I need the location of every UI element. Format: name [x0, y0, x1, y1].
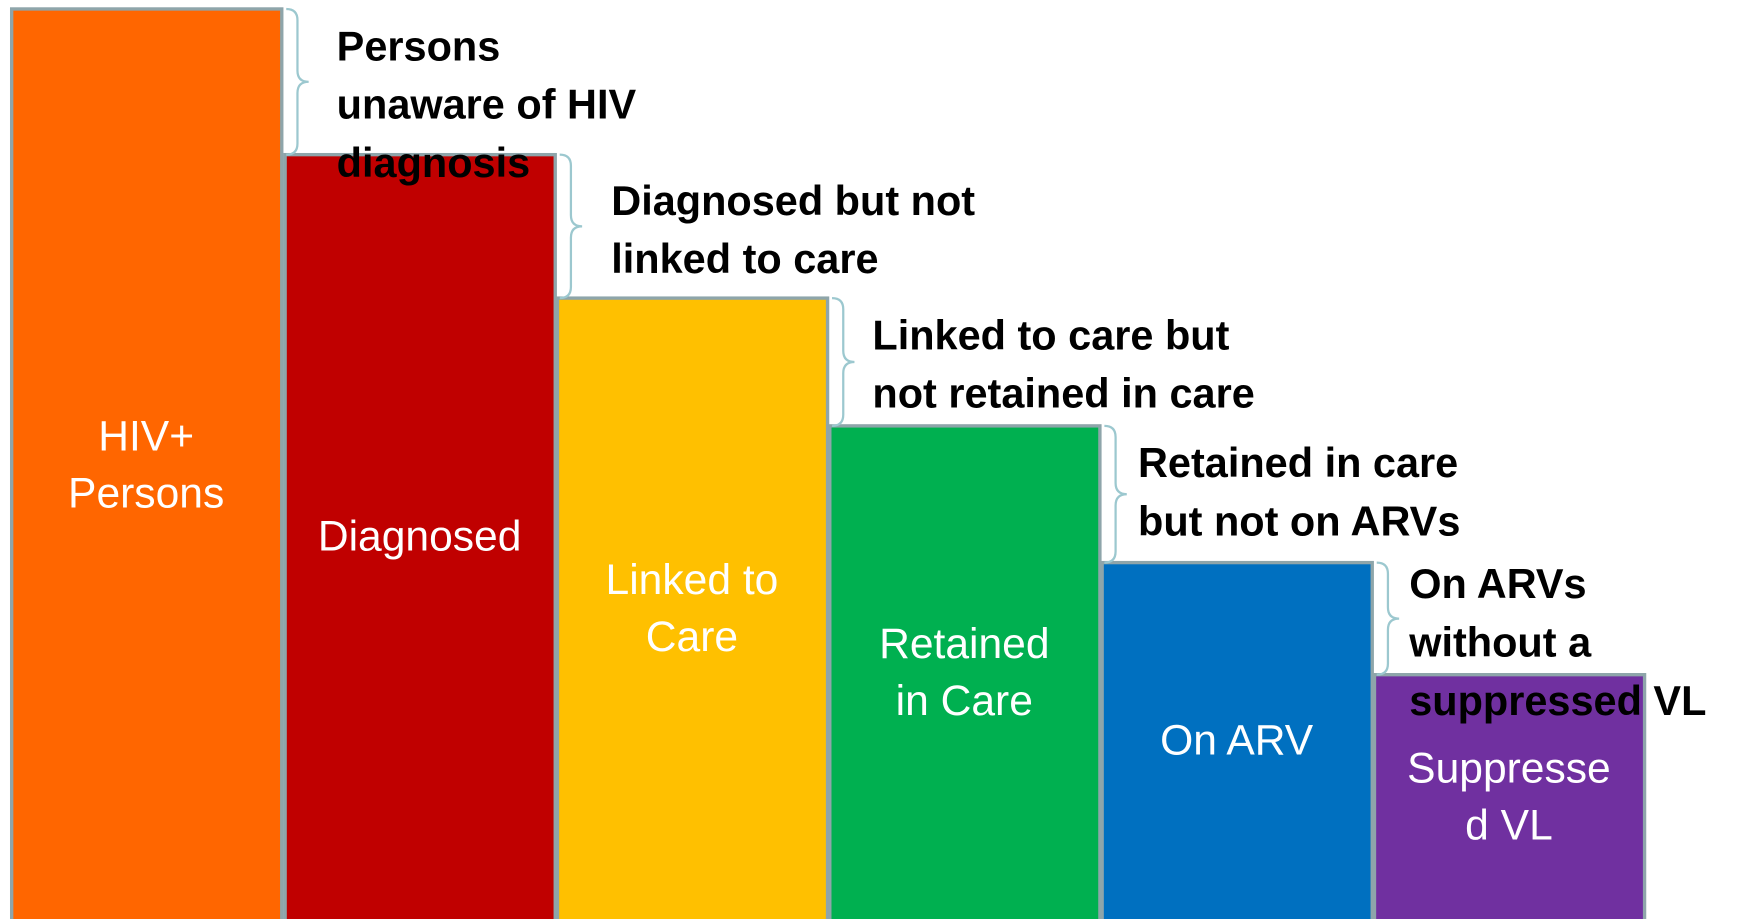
brace: [831, 296, 855, 427]
gap-label: suppressed VL: [1409, 677, 1706, 724]
gap-label: not retained in care: [872, 370, 1254, 417]
stage-label: Retained: [879, 620, 1049, 668]
brace: [1104, 424, 1127, 564]
gap-label: diagnosis: [337, 139, 530, 186]
stage-label: HIV+: [98, 413, 194, 461]
gap-label: Linked to care but: [872, 311, 1229, 358]
stage-label: Care: [646, 613, 738, 661]
gap-label: Persons: [337, 22, 501, 69]
gap-label: On ARVs: [1409, 560, 1586, 607]
gap-label: linked to care: [611, 235, 878, 282]
stage-bar: [555, 296, 830, 919]
stage-bar: [1372, 672, 1647, 919]
gap-label: but not on ARVs: [1138, 497, 1460, 544]
brace: [1376, 561, 1400, 676]
stage-label: Suppresse: [1407, 744, 1611, 792]
stage-bar: [283, 152, 557, 919]
gap-label: without a: [1408, 618, 1592, 665]
brace: [286, 7, 309, 156]
gap-label: unaware of HIV: [337, 81, 637, 128]
stage-label: On ARV: [1160, 716, 1314, 764]
gap-label: Retained in care: [1138, 439, 1458, 486]
brace: [559, 153, 583, 300]
stage-bar: [1100, 560, 1374, 919]
stage-label: Linked to: [606, 556, 779, 604]
gap-label: Diagnosed but not: [611, 177, 975, 224]
stage-label: Diagnosed: [318, 512, 522, 560]
stage-label: Persons: [68, 470, 224, 518]
stage-bar: [9, 7, 284, 919]
stage-label: in Care: [896, 677, 1033, 725]
stage-bar: [828, 424, 1102, 919]
stage-label: d VL: [1465, 801, 1553, 849]
